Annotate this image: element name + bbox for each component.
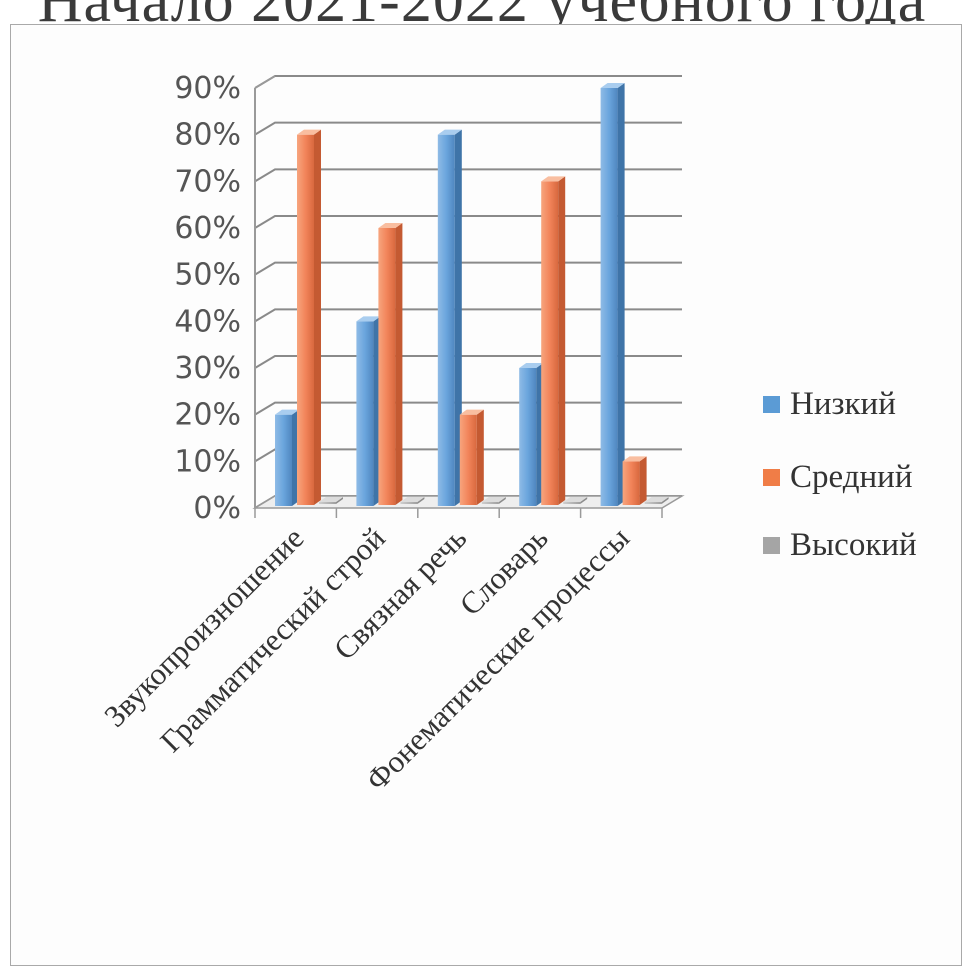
y-tick-label: 30% xyxy=(174,351,241,386)
legend-swatch xyxy=(763,469,780,486)
legend-label: Высокий xyxy=(790,527,917,563)
bar xyxy=(622,456,647,505)
bar-top xyxy=(297,129,321,135)
legend-swatch xyxy=(763,396,780,413)
bar-front xyxy=(378,228,396,505)
bar xyxy=(356,316,381,506)
bar-front xyxy=(519,368,537,506)
y-tick-label: 60% xyxy=(174,211,241,246)
legend-label: Средний xyxy=(790,459,913,495)
gridline xyxy=(254,168,682,183)
bar xyxy=(644,497,669,504)
bar-front xyxy=(600,88,618,506)
bar xyxy=(319,497,343,504)
y-tick-label: 80% xyxy=(174,118,241,153)
bar xyxy=(481,497,506,504)
bar-top xyxy=(437,129,462,135)
chart: 0%10%20%30%40%50%60%70%80%90%Звукопроизн… xyxy=(97,71,917,797)
bar-top xyxy=(519,363,544,368)
bar-top xyxy=(319,497,343,502)
bar-front xyxy=(541,181,559,506)
bar xyxy=(541,176,566,506)
bar-front xyxy=(275,414,292,506)
bar xyxy=(519,363,544,506)
bar-top xyxy=(356,316,381,322)
y-tick-label: 90% xyxy=(174,71,241,106)
bar-side xyxy=(395,223,403,505)
bar-top xyxy=(378,223,403,228)
bar-front xyxy=(459,414,477,505)
bar-top xyxy=(275,409,299,415)
bar-side xyxy=(336,497,343,504)
bar-side xyxy=(580,497,588,504)
bar xyxy=(275,409,299,506)
bar-top xyxy=(400,497,425,502)
bar-side xyxy=(498,497,506,504)
bar-side xyxy=(617,83,625,506)
bar xyxy=(459,409,484,505)
y-tick-label: 50% xyxy=(174,258,241,293)
legend-swatch xyxy=(763,537,780,554)
bar xyxy=(563,497,588,504)
bar-side xyxy=(476,409,484,505)
y-tick-label: 20% xyxy=(174,398,241,433)
bar-front xyxy=(356,321,374,506)
y-tick-label: 70% xyxy=(174,164,241,199)
bar-side xyxy=(314,129,321,505)
bar-top xyxy=(563,497,588,502)
y-axis-depth-line xyxy=(254,75,276,89)
bar xyxy=(400,497,425,504)
bar-top xyxy=(541,176,566,182)
bar xyxy=(378,223,403,505)
y-tick-label: 0% xyxy=(193,491,241,526)
bar-side xyxy=(558,176,566,506)
legend-label: Низкий xyxy=(790,386,896,422)
gridline xyxy=(254,121,682,136)
bar-side xyxy=(639,456,647,505)
bar-front xyxy=(400,502,418,504)
bars-layer xyxy=(275,83,669,506)
legend: Низкий Средний Высокий xyxy=(763,386,917,563)
bar-top xyxy=(622,456,647,462)
y-tick-label: 40% xyxy=(174,304,241,339)
bar-front xyxy=(297,134,314,505)
bar-top xyxy=(644,497,669,502)
bar-front xyxy=(319,502,336,504)
bar-top xyxy=(481,497,506,502)
bar-top xyxy=(600,83,625,88)
bar-top xyxy=(459,409,484,415)
bar-front xyxy=(622,461,640,505)
bar-side xyxy=(661,497,669,504)
bar-front xyxy=(644,502,662,504)
bar-side xyxy=(417,497,425,504)
bar xyxy=(600,83,625,506)
y-tick-label: 10% xyxy=(174,444,241,479)
bar-front xyxy=(563,502,581,504)
bar-front xyxy=(481,502,499,504)
bar xyxy=(297,129,321,505)
bar-side xyxy=(454,129,462,506)
bar xyxy=(437,129,462,506)
bar-front xyxy=(437,134,455,506)
